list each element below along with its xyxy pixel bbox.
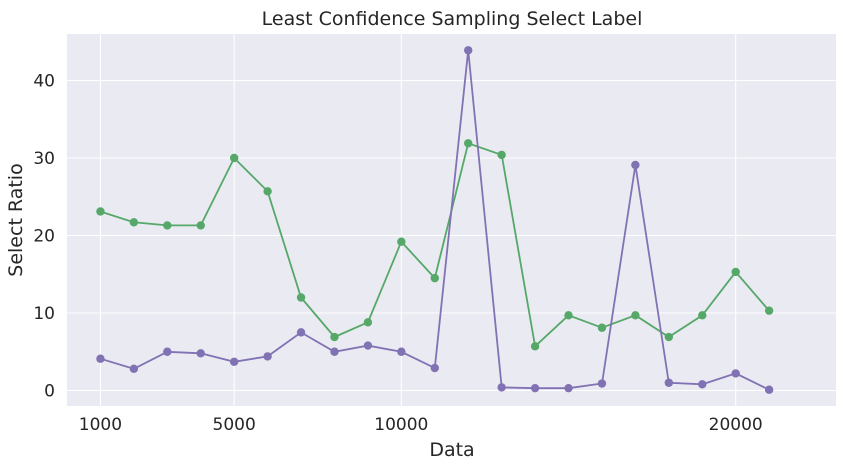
data-point	[296, 293, 306, 302]
data-point	[96, 207, 105, 216]
data-point	[698, 311, 707, 320]
data-point	[330, 347, 339, 356]
data-point	[530, 342, 540, 351]
x-tick-label: 5000	[213, 415, 256, 435]
series-0	[96, 139, 774, 351]
data-point	[196, 221, 205, 230]
data-point	[397, 347, 406, 356]
x-axis-label: Data	[429, 439, 474, 461]
data-point	[497, 383, 506, 392]
data-point	[564, 311, 573, 320]
data-point	[263, 352, 272, 361]
data-point	[497, 150, 506, 160]
y-tick-label: 0	[44, 382, 55, 402]
data-point	[631, 311, 640, 320]
x-tick-label: 1000	[79, 415, 122, 435]
data-point	[229, 357, 239, 367]
tick-labels: 0 10 20 30 40 1000 5000 10000 20000	[33, 72, 762, 436]
data-point	[330, 332, 339, 342]
x-tick-label: 10000	[374, 415, 428, 435]
data-point	[664, 332, 674, 342]
data-point	[631, 160, 640, 170]
data-point	[163, 347, 172, 356]
data-point	[731, 267, 740, 277]
y-axis-label: Select Ratio	[5, 163, 27, 276]
data-point	[129, 364, 139, 373]
data-point	[430, 273, 439, 283]
y-tick-label: 40	[33, 72, 55, 92]
data-point	[163, 221, 172, 230]
data-point	[464, 46, 473, 55]
data-point	[731, 369, 740, 378]
y-tick-label: 30	[33, 149, 55, 169]
data-point	[363, 318, 373, 327]
data-point	[597, 323, 607, 332]
plot-background	[67, 34, 836, 406]
data-point	[564, 383, 573, 393]
data-point	[430, 363, 439, 373]
data-point	[664, 378, 674, 387]
data-point	[296, 328, 306, 337]
x-tick-label: 20000	[709, 415, 763, 435]
data-point	[229, 153, 239, 163]
data-point	[397, 237, 406, 246]
chart-title: Least Confidence Sampling Select Label	[262, 8, 643, 30]
series-layer	[96, 46, 774, 394]
data-point	[764, 385, 774, 394]
data-point	[698, 380, 707, 389]
y-tick-label: 10	[33, 304, 55, 324]
data-point	[196, 349, 205, 358]
data-point	[764, 306, 774, 315]
data-point	[263, 187, 272, 196]
series-1	[96, 46, 774, 394]
data-point	[363, 341, 373, 350]
data-point	[96, 354, 105, 363]
y-tick-label: 20	[33, 227, 55, 247]
data-point	[464, 139, 473, 148]
data-point	[597, 379, 607, 388]
grid	[67, 34, 836, 406]
data-point	[129, 218, 139, 227]
data-point	[530, 383, 540, 393]
